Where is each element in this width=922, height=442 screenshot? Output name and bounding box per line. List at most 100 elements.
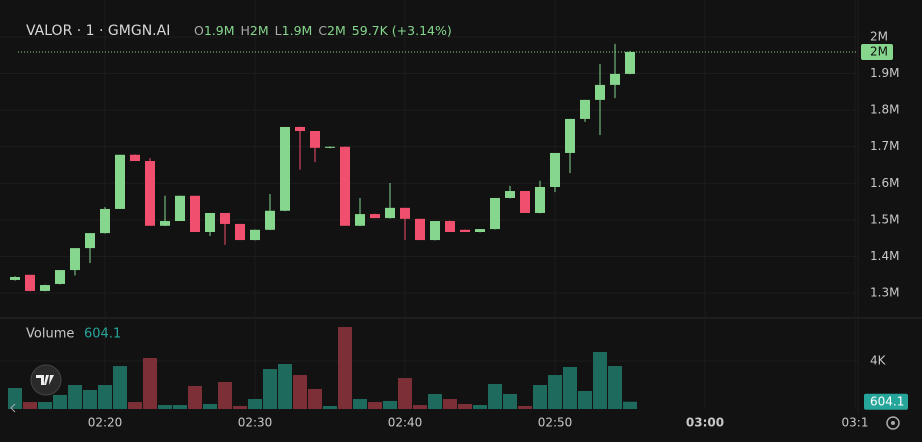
legend-key: C <box>318 23 327 38</box>
candle-body <box>205 212 215 233</box>
candle-body <box>100 208 110 234</box>
volume-bar <box>83 390 97 409</box>
y-tick-label: 1.3M <box>870 286 899 300</box>
candle-body <box>10 277 20 280</box>
candle-body <box>220 212 230 224</box>
last-volume-box <box>864 393 908 410</box>
volume-bar <box>548 375 562 409</box>
tradingview-logo[interactable] <box>30 364 62 396</box>
candle-body <box>295 126 305 132</box>
candle-body <box>340 146 350 226</box>
volume-tick-label: 4K <box>870 354 887 368</box>
volume-bar <box>623 401 637 409</box>
x-tick-label: 02:50 <box>538 416 573 430</box>
marks <box>8 43 637 409</box>
candle-body <box>625 51 635 74</box>
y-tick-label: 1.8M <box>870 103 899 117</box>
scroll-left[interactable] <box>10 403 16 413</box>
legend-value: 2M <box>327 23 346 38</box>
volume-bar <box>503 394 517 409</box>
x-tick-label: 02:20 <box>88 416 123 430</box>
volume-bar <box>203 403 217 409</box>
volume-bar <box>518 406 532 409</box>
candle-body <box>175 195 185 222</box>
volume-bar <box>398 378 412 409</box>
candle-body <box>40 285 50 291</box>
candle-body <box>565 118 575 153</box>
y-tick-label: 1.9M <box>870 66 899 80</box>
x-tick-label: 02:40 <box>388 416 423 430</box>
volume-bar <box>38 402 52 409</box>
candle-body <box>475 229 485 233</box>
candle-body <box>115 154 125 209</box>
volume-bar <box>248 399 262 409</box>
candle-body <box>370 214 380 219</box>
ohlc-legend: O1.9M H2M L1.9M C2M 59.7K (+3.14%) <box>194 23 452 38</box>
volume-bar <box>188 385 202 409</box>
y-tick-label: 1.5M <box>870 212 899 226</box>
last-volume-label: 604.1 <box>870 394 904 408</box>
candle-body <box>580 99 590 119</box>
volume-bar <box>308 388 322 409</box>
candle-body <box>610 73 620 85</box>
volume-bar <box>383 400 397 409</box>
candle-body <box>280 126 290 211</box>
legend-change: 59.7K (+3.14%) <box>352 23 452 38</box>
candle-body <box>160 221 170 226</box>
volume-bar <box>563 367 577 409</box>
volume-bar <box>593 352 607 409</box>
x-tick-label: 02:30 <box>238 416 273 430</box>
volume-bar <box>443 399 457 409</box>
candle-body <box>430 221 440 241</box>
volume-bar <box>338 327 352 409</box>
candle-body <box>460 229 470 233</box>
volume-bar <box>53 394 67 409</box>
candle-body <box>520 191 530 213</box>
volume-bar <box>218 382 232 409</box>
legend-value: 1.9M <box>204 23 235 38</box>
candle-body <box>70 248 80 271</box>
candle-body <box>145 161 155 226</box>
legend-value: 1.9M <box>282 23 313 38</box>
volume-bar <box>488 384 502 409</box>
y-tick-label: 1.6M <box>870 176 899 190</box>
volume-bar <box>578 391 592 409</box>
candle-body <box>550 152 560 187</box>
volume-title: Volume <box>26 327 74 342</box>
volume-bar <box>23 402 37 409</box>
y-tick-label: 1.7M <box>870 139 899 153</box>
volume-bar <box>143 358 157 409</box>
legend-key: O <box>194 23 204 38</box>
volume-bar <box>323 406 337 409</box>
volume-bar <box>473 405 487 409</box>
candle-body <box>85 233 95 249</box>
x-tick-label: 03:1 <box>842 416 869 430</box>
volume-bar <box>128 402 142 409</box>
volume-bar <box>458 403 472 409</box>
volume-bar <box>533 385 547 409</box>
candle-body <box>250 229 260 241</box>
volume-bar <box>368 402 382 409</box>
volume-bar <box>263 369 277 409</box>
candle-body <box>325 146 335 148</box>
candle-body <box>505 191 515 198</box>
candle-body <box>235 223 245 241</box>
volume-bar <box>98 385 112 409</box>
candle-body <box>265 210 275 230</box>
volume-bar <box>353 399 367 409</box>
candle-body <box>130 154 140 162</box>
volume-bar <box>608 366 622 409</box>
volume-bar <box>413 405 427 409</box>
x-tick-label: 03:00 <box>686 416 724 430</box>
volume-bar <box>113 366 127 409</box>
legend-key: L <box>275 23 282 38</box>
candle-body <box>595 84 605 100</box>
settings-icon[interactable] <box>886 416 900 430</box>
volume-bar <box>278 364 292 409</box>
volume-bar <box>8 388 22 409</box>
chart-title: VALOR · 1 · GMGN.AI <box>26 23 170 39</box>
volume-bar <box>428 394 442 409</box>
last-price-label: 2M <box>870 44 888 58</box>
volume-value: 604.1 <box>84 327 121 342</box>
